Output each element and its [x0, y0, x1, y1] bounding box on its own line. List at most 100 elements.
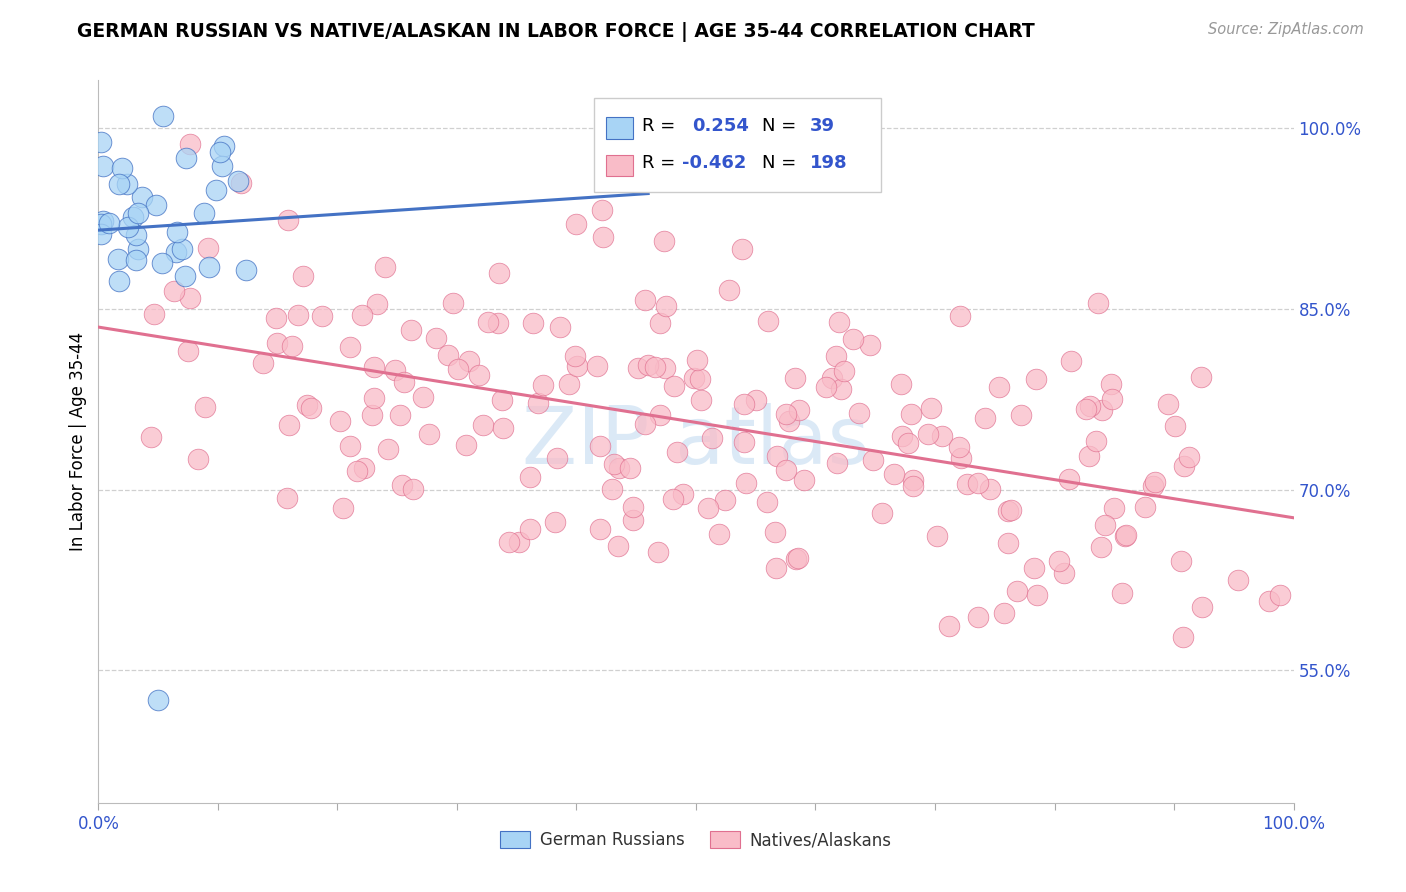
Point [648, 316, 671, 330]
Point [890, 429, 912, 443]
Point [793, 473, 815, 487]
Point [498, 535, 520, 549]
Point [127, 206, 149, 220]
Point [194, 401, 217, 415]
Text: R =: R = [643, 117, 675, 135]
Point [903, 479, 925, 493]
Point [235, 263, 257, 277]
Point [973, 410, 995, 425]
Point [278, 417, 301, 432]
Point [731, 242, 754, 256]
Point [1005, 584, 1028, 599]
Point [763, 524, 786, 539]
Text: GERMAN RUSSIAN VS NATIVE/ALASKAN IN LABOR FORCE | AGE 35-44 CORRELATION CHART: GERMAN RUSSIAN VS NATIVE/ALASKAN IN LABO… [77, 22, 1035, 42]
Point [209, 145, 232, 160]
Point [756, 314, 779, 328]
Point [1226, 574, 1249, 588]
Point [205, 183, 228, 197]
Text: R =: R = [643, 154, 675, 172]
Point [1099, 377, 1122, 392]
Point [858, 338, 880, 352]
Point [544, 515, 567, 529]
Point [197, 241, 219, 255]
Point [441, 296, 464, 310]
Point [229, 176, 252, 190]
Point [917, 426, 939, 441]
Point [122, 211, 145, 225]
Point [1049, 554, 1071, 568]
Point [350, 308, 373, 322]
Point [353, 460, 375, 475]
Text: Source: ZipAtlas.com: Source: ZipAtlas.com [1208, 22, 1364, 37]
Point [842, 332, 865, 346]
Point [828, 315, 851, 329]
Point [1189, 369, 1212, 384]
Point [1025, 372, 1047, 386]
Text: -0.462: -0.462 [682, 154, 747, 172]
Point [471, 418, 494, 433]
Point [938, 619, 960, 633]
Point [363, 391, 385, 405]
Point [627, 361, 650, 376]
Point [361, 408, 384, 422]
Point [1111, 586, 1133, 600]
Point [1115, 527, 1137, 541]
Point [592, 230, 614, 244]
Point [179, 292, 201, 306]
FancyBboxPatch shape [595, 98, 882, 193]
Point [648, 409, 671, 423]
Point [339, 340, 361, 354]
Point [299, 401, 322, 416]
Point [1060, 354, 1083, 368]
Point [437, 349, 460, 363]
Point [993, 606, 1015, 620]
Point [1087, 295, 1109, 310]
Point [717, 283, 740, 297]
Point [297, 398, 319, 412]
Point [363, 360, 385, 375]
Point [425, 331, 447, 345]
Point [141, 430, 163, 444]
Point [848, 406, 870, 420]
Point [174, 268, 197, 283]
Point [733, 397, 755, 411]
Point [603, 457, 626, 471]
Point [226, 173, 249, 187]
Point [1094, 518, 1116, 533]
Point [557, 377, 579, 392]
Point [266, 336, 288, 351]
Point [90, 217, 112, 231]
Point [565, 217, 588, 231]
Point [682, 371, 704, 385]
Point [662, 491, 685, 506]
Point [920, 401, 942, 415]
Point [745, 393, 768, 408]
Point [862, 453, 884, 467]
Point [950, 450, 973, 465]
Point [825, 349, 848, 363]
Point [709, 526, 731, 541]
Point [111, 161, 134, 175]
Point [1078, 449, 1101, 463]
Point [830, 382, 852, 396]
Point [366, 296, 388, 310]
Point [392, 376, 415, 390]
Point [152, 256, 174, 270]
Point [287, 309, 309, 323]
Point [276, 491, 298, 506]
Point [644, 359, 666, 374]
Point [1053, 566, 1076, 580]
Point [277, 213, 299, 227]
Point [883, 467, 905, 482]
Point [214, 138, 236, 153]
Point [564, 349, 586, 363]
Point [339, 439, 361, 453]
Point [997, 535, 1019, 549]
Point [152, 110, 174, 124]
Point [686, 353, 709, 368]
Point [125, 227, 148, 242]
Point [931, 428, 953, 442]
Point [647, 544, 669, 558]
Point [389, 408, 412, 422]
Point [697, 501, 720, 516]
